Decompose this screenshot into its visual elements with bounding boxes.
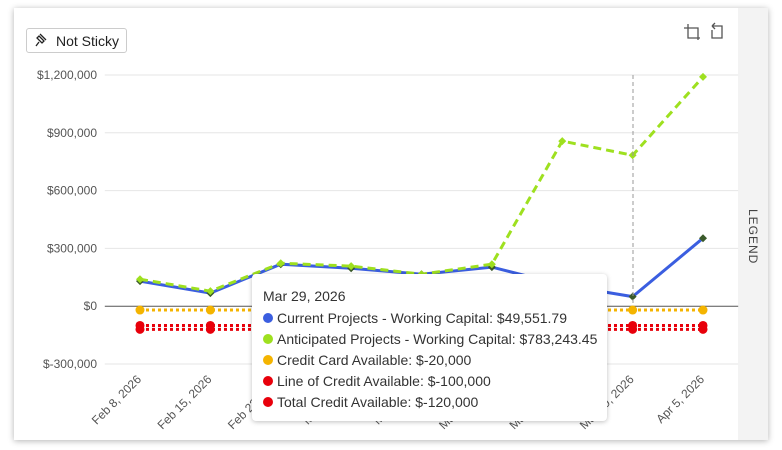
tooltip-swatch xyxy=(263,397,273,407)
point xyxy=(628,324,638,334)
point xyxy=(135,324,145,334)
tooltip-text: Credit Card Available: $-20,000 xyxy=(277,352,472,368)
point xyxy=(206,287,215,296)
point xyxy=(628,305,638,315)
x-tick-label: Feb 8, 2026 xyxy=(89,372,144,427)
tooltip-row: Anticipated Projects - Working Capital: … xyxy=(263,331,597,347)
pin-icon xyxy=(35,33,47,47)
point xyxy=(698,324,708,334)
y-tick-label: $600,000 xyxy=(47,184,97,198)
button-label: Not Sticky xyxy=(56,32,120,49)
legend-panel[interactable] xyxy=(738,8,768,440)
toolbar-icons[interactable] xyxy=(684,22,723,40)
series xyxy=(135,72,708,296)
tooltip-title: Mar 29, 2026 xyxy=(263,288,346,304)
tooltip: Mar 29, 2026 Current Projects - Working … xyxy=(252,274,607,421)
y-tick-label: $900,000 xyxy=(47,126,97,140)
tooltip-text: Current Projects - Working Capital: $49,… xyxy=(277,310,567,326)
point xyxy=(699,72,708,81)
series-line xyxy=(139,75,705,293)
tooltip-row: Credit Card Available: $-20,000 xyxy=(263,352,471,368)
tooltip-swatch xyxy=(263,334,273,344)
tooltip-text: Anticipated Projects - Working Capital: … xyxy=(277,331,598,347)
point xyxy=(487,260,496,269)
point xyxy=(276,259,285,268)
point xyxy=(347,262,356,271)
tooltip-row: Current Projects - Working Capital: $49,… xyxy=(263,310,567,326)
x-tick-label: Apr 5, 2026 xyxy=(653,372,707,426)
tooltip-row: Line of Credit Available: $-100,000 xyxy=(263,373,491,389)
x-tick-label: Feb 15, 2026 xyxy=(155,372,215,432)
point xyxy=(205,324,215,334)
y-tick-label: $0 xyxy=(84,299,98,313)
point xyxy=(135,275,144,284)
point xyxy=(135,305,145,315)
y-tick-label: $1,200,000 xyxy=(37,68,97,82)
tooltip-swatch xyxy=(263,313,273,323)
point xyxy=(698,305,708,315)
tooltip-row: Total Credit Available: $-120,000 xyxy=(263,394,478,410)
tooltip-swatch xyxy=(263,376,273,386)
tooltip-swatch xyxy=(263,355,273,365)
point xyxy=(205,305,215,315)
point xyxy=(699,234,708,243)
y-tick-label: $300,000 xyxy=(47,241,97,255)
y-tick-label: $-300,000 xyxy=(43,357,97,371)
sticky-button[interactable]: Not Sticky xyxy=(26,28,127,53)
tooltip-text: Line of Credit Available: $-100,000 xyxy=(277,373,491,389)
tooltip-text: Total Credit Available: $-120,000 xyxy=(277,394,479,410)
point xyxy=(628,292,637,301)
point xyxy=(558,137,567,146)
